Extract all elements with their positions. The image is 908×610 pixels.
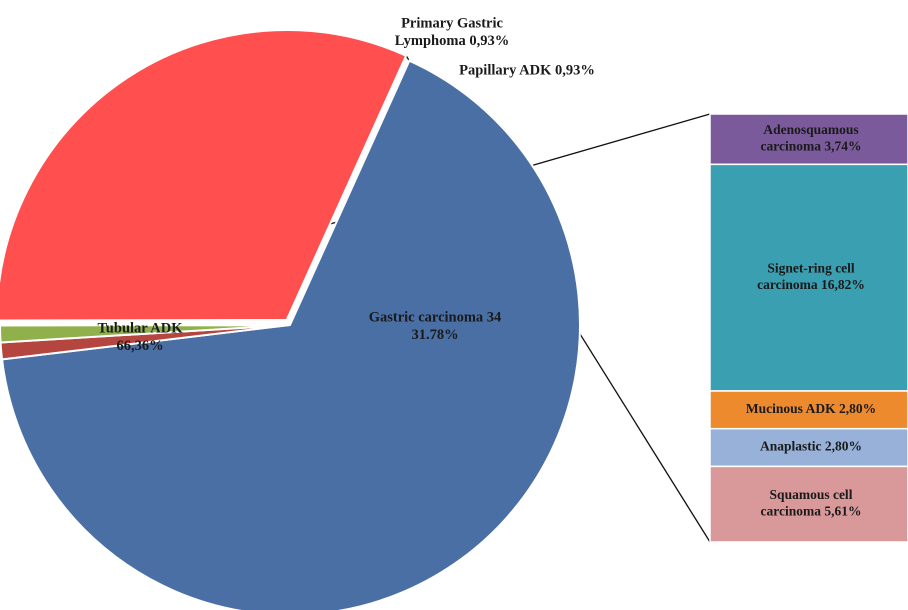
bar-segment-0 xyxy=(709,113,908,166)
pie-label-1: Primary Gastric Lymphoma 0,93% xyxy=(395,16,509,49)
bar-label-3: Anaplastic 2,80% xyxy=(760,439,862,454)
pie-label-2: Papillary ADK 0,93% xyxy=(459,62,595,78)
pie-slice-0 xyxy=(0,59,581,610)
pie-label-3: Gastric carcinoma 34 31.78% xyxy=(369,310,502,343)
bar-label-4: Squamous cell carcinoma 5,61% xyxy=(761,487,862,518)
stacked-bar xyxy=(709,113,908,543)
bar-segment-1 xyxy=(709,163,908,392)
pie-label-0: Tubular ADK 66,36% xyxy=(97,321,183,354)
pie xyxy=(0,28,581,610)
bar-segment-3 xyxy=(709,427,908,468)
chart-labels: Adenosquamous carcinoma 3,74% Signet-ring … xyxy=(97,16,876,519)
bar-label-2: Mucinous ADK 2,80% xyxy=(746,401,876,416)
bar-label-1: Signet-ring cell carcinoma 16,82% xyxy=(757,261,865,292)
bar-label-0: Adenosquamous carcinoma 3,74% xyxy=(761,122,862,153)
pie-slice-2 xyxy=(0,324,291,344)
pie-slice-3 xyxy=(0,28,408,322)
bar-segment-4 xyxy=(709,465,908,543)
